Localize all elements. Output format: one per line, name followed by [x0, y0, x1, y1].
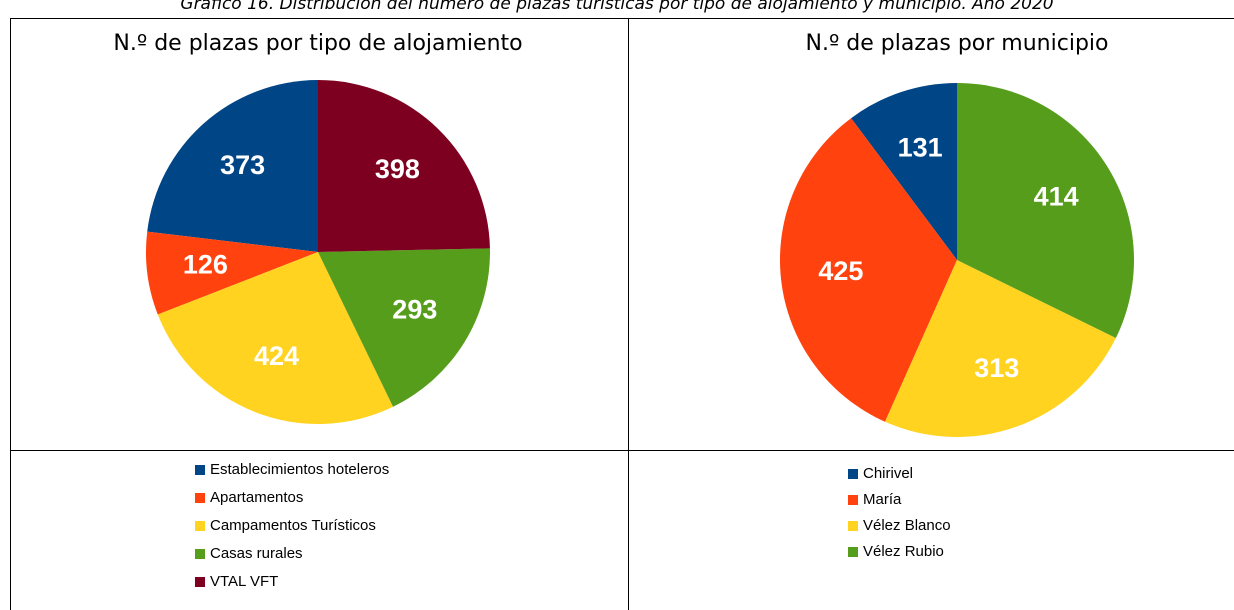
legend-label: Vélez Rubio	[863, 543, 944, 560]
data-label: 313	[974, 353, 1019, 383]
data-label: 414	[1034, 181, 1079, 211]
pie-slice	[318, 248, 490, 407]
legend-label: Chirivel	[863, 465, 913, 482]
data-label: 425	[818, 256, 863, 286]
data-label: 424	[254, 341, 299, 371]
data-label: 398	[375, 154, 420, 184]
legend-label: VTAL VFT	[210, 573, 278, 590]
legend-swatch	[195, 549, 205, 559]
pie-slice	[146, 231, 318, 315]
legend-swatch	[195, 465, 205, 475]
legend-label: Apartamentos	[210, 489, 303, 506]
pie-slice	[147, 80, 318, 252]
caption: Gráfico 16. Distribución del número de p…	[180, 0, 1053, 14]
pie-slice	[851, 83, 957, 260]
pie-slice	[957, 83, 1134, 339]
legend-swatch	[195, 493, 205, 503]
legend-swatch	[195, 521, 205, 531]
frame	[10, 18, 1234, 610]
data-label: 131	[898, 132, 943, 162]
chart-title: N.º de plazas por tipo de alojamiento	[113, 31, 522, 56]
chart-title: N.º de plazas por municipio	[806, 31, 1109, 56]
data-label: 373	[220, 150, 265, 180]
legend-swatch	[848, 495, 858, 505]
legend-label: María	[863, 491, 902, 508]
legend-swatch	[195, 577, 205, 587]
data-label: 293	[392, 294, 437, 324]
legend-swatch	[848, 469, 858, 479]
data-label: 126	[183, 249, 228, 279]
pie-slice	[318, 80, 490, 252]
legend-label: Casas rurales	[210, 545, 303, 562]
pie-slice	[779, 118, 957, 422]
legend-label: Campamentos Turísticos	[210, 517, 376, 534]
legend-label: Vélez Blanco	[863, 517, 951, 534]
pie-slice	[885, 260, 1116, 437]
pie-slice	[157, 252, 394, 425]
legend-swatch	[848, 521, 858, 531]
legend-label: Establecimientos hoteleros	[210, 461, 389, 478]
legend-swatch	[848, 547, 858, 557]
